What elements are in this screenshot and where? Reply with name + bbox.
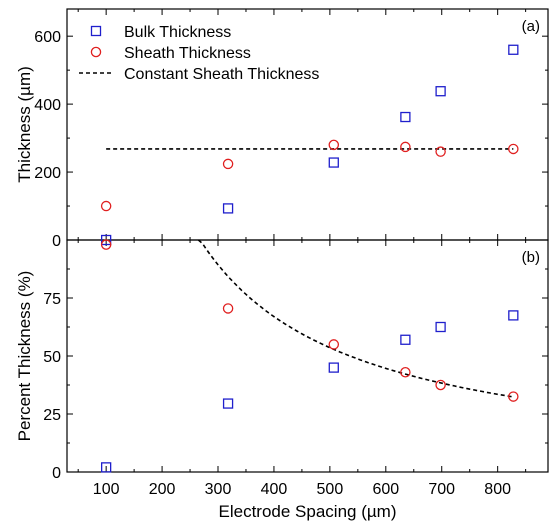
- sheath-point: [222, 303, 234, 314]
- percent-constant-curve: [197, 239, 514, 398]
- bulk-point: [508, 310, 519, 321]
- plot-frame-bottom: [66, 239, 549, 473]
- chart-text: Electrode Spacing (µm) Thickness (µm) Pe…: [15, 18, 540, 521]
- x-tick-label: 100: [93, 481, 120, 498]
- panel-tag-b: (b): [522, 249, 540, 266]
- bulk-point: [435, 321, 446, 333]
- sheath-point: [435, 146, 446, 157]
- data-points: [100, 44, 519, 473]
- x-tick-label: 800: [484, 481, 511, 498]
- x-tick-label: 500: [317, 481, 344, 498]
- y-tick-label: 0: [52, 465, 61, 482]
- bulk-point: [435, 86, 446, 97]
- bulk-point: [101, 234, 112, 246]
- y-tick-label: 200: [34, 165, 61, 182]
- sheath-point: [400, 141, 411, 153]
- bulk-point: [400, 334, 411, 345]
- y-tick-label: 75: [43, 291, 61, 308]
- plot-frame-top: [66, 8, 549, 241]
- x-tick-label: 300: [205, 481, 232, 498]
- x-axis-title: Electrode Spacing (µm): [219, 502, 397, 521]
- y-tick-label: 0: [52, 233, 61, 250]
- y-tick-label: 400: [34, 97, 61, 114]
- legend-label-bulk: Bulk Thickness: [124, 24, 231, 41]
- y-tick-label: 25: [43, 407, 61, 424]
- y-tick-label: 600: [34, 29, 61, 46]
- sheath-point: [435, 379, 446, 391]
- x-tick-label: 600: [372, 481, 399, 498]
- sheath-point: [400, 366, 411, 378]
- sheath-point: [328, 139, 340, 151]
- bulk-point: [222, 203, 234, 214]
- bulk-point: [328, 157, 339, 168]
- panel-tag-a: (a): [522, 18, 540, 35]
- legend-marker-sheath: [90, 46, 102, 58]
- y-tick-label: 50: [43, 349, 61, 366]
- bulk-point: [101, 462, 112, 473]
- sheath-point: [100, 239, 112, 250]
- sheath-point: [328, 339, 340, 350]
- chart-frame: [66, 8, 549, 473]
- bulk-point: [508, 44, 519, 55]
- fit-lines: [106, 148, 514, 398]
- x-tick-label: 200: [149, 481, 176, 498]
- bulk-point: [400, 111, 411, 123]
- sheath-point: [508, 143, 519, 155]
- legend-label-sheath: Sheath Thickness: [124, 45, 251, 62]
- x-tick-label: 400: [261, 481, 288, 498]
- sheath-point: [222, 158, 234, 170]
- legend: Bulk Thickness Sheath Thickness Constant…: [79, 24, 319, 83]
- legend-label-constant: Constant Sheath Thickness: [124, 66, 319, 83]
- y-axis-title-bottom: Percent Thickness (%): [15, 271, 34, 442]
- bulk-point: [328, 362, 339, 373]
- legend-marker-bulk: [90, 25, 102, 37]
- sheath-point: [508, 391, 519, 402]
- y-axis-title-top: Thickness (µm): [15, 66, 34, 183]
- sheath-point: [100, 200, 112, 212]
- x-tick-label: 700: [428, 481, 455, 498]
- bulk-point: [222, 398, 234, 409]
